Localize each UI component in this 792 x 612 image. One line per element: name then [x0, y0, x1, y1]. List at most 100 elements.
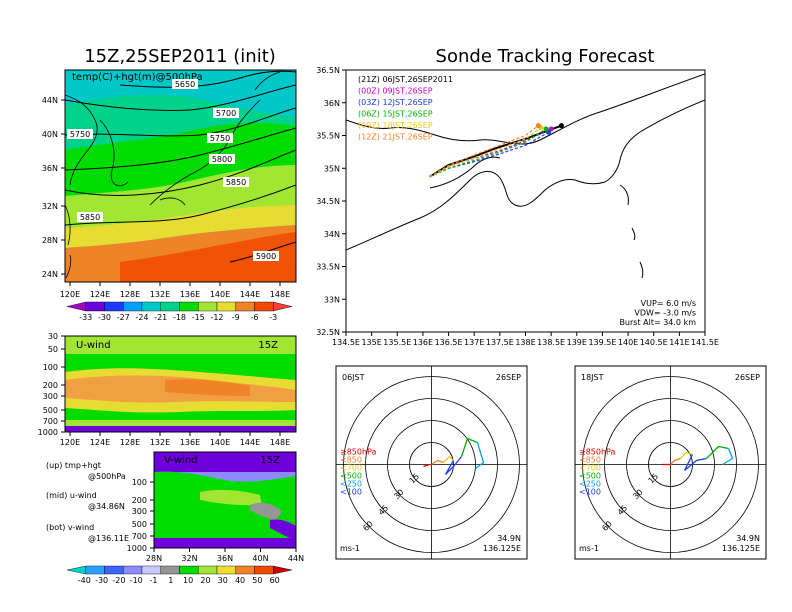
colorbar-swatch [216, 301, 236, 312]
u-y-tick-label: 700 [43, 417, 58, 426]
temperature-colorbar: -33 -30 -27 -24 -21 -18 -15 -12 -9 -6 -3 [66, 301, 293, 322]
hodo-ring-label: 30 [631, 488, 645, 502]
colorbar-swatch [141, 301, 161, 312]
hodo-label: 06JST [342, 373, 365, 382]
colorbar-swatch [254, 301, 274, 312]
u-y-tick-label: 500 [43, 406, 58, 415]
note-line: @500hPa [88, 472, 126, 481]
hodo-level-label: <100 [340, 488, 362, 497]
lat-tick-label: 44N [42, 96, 58, 105]
track-lat-tick-label: 36.5N [316, 66, 340, 75]
hodo-frame [574, 365, 767, 560]
hodo-level-label: ≥850hPa [340, 448, 377, 457]
wind-colorbar-label: 10 [183, 576, 193, 585]
lon-tick-label: 148E [270, 290, 290, 299]
track-lat-tick-label: 34N [324, 230, 340, 239]
contour-labels: 5650 5700 5750 5750 5800 5850 5850 5900 [67, 79, 279, 261]
note-line: (bot) v-wind [46, 523, 94, 532]
wind-colorbar-swatch [273, 565, 293, 575]
lon-tick-label: 140E [210, 290, 230, 299]
contour-label-bg [223, 177, 249, 187]
wind-colorbar-label: 20 [200, 576, 210, 585]
lat-tick-label: 28N [42, 236, 58, 245]
hodo-level-label: ≥850hPa [579, 448, 616, 457]
panel-notes: (up) tmp+hgt @500hPa (mid) u-wind @34.86N (b… [46, 461, 129, 543]
contour-label: 5700 [216, 109, 236, 118]
wind-colorbar-label: -30 [95, 576, 108, 585]
hodo-level-label: <250 [579, 480, 601, 489]
v-wind-field [154, 452, 296, 548]
hodo-trace [431, 459, 444, 466]
track-lon-tick-label: 141E [669, 338, 689, 347]
track-lon-ticks: 134.5E 135E 135.5E 136E 136.5E 137E 137.5E 138E… [332, 332, 719, 347]
hodo-trace [444, 456, 463, 475]
v-x-tick-label: 40N [252, 554, 268, 563]
track-lat-tick-label: 33.5N [316, 263, 340, 272]
colorbar-swatch [123, 301, 143, 312]
track-lon-tick-label: 138E [515, 338, 535, 347]
colorbar-label: -21 [154, 313, 167, 322]
hodo-trace [680, 451, 693, 459]
hodo-coord: 34.9N [497, 534, 521, 543]
hodo-trace [670, 457, 681, 465]
track-lines [429, 123, 564, 178]
u-x-tick-label: 148E [270, 438, 290, 447]
hodo-unit: ms-1 [340, 544, 360, 553]
track-lon-tick-label: 136E [413, 338, 433, 347]
track-lon-tick-label: 134.5E [332, 338, 360, 347]
v-y-tick-label: 300 [132, 507, 147, 516]
colorbar-label: -6 [251, 313, 259, 322]
hodo-trace [706, 445, 729, 459]
colorbar-swatch [66, 301, 86, 312]
temperature-field [65, 70, 296, 282]
hodo-trace [443, 455, 454, 463]
contour-label-bg [209, 154, 235, 164]
left-map-frame [64, 69, 297, 283]
hodo-ring-label: 15 [408, 472, 422, 486]
u-x-tick-label: 128E [120, 438, 140, 447]
left-map-title: 15Z,25SEP2011 (init) [84, 46, 276, 67]
u-x-tick-label: 124E [90, 438, 110, 447]
u-x-tick-label: 120E [60, 438, 80, 447]
wind-colorbar-swatch [123, 565, 143, 575]
contour-label-bg [213, 108, 239, 118]
track-landing-point [535, 123, 541, 129]
contour-label-bg [67, 129, 93, 139]
track-legend: (21Z) 06JST,26SEP2011 (00Z) 09JST,26SEP (0… [358, 75, 453, 142]
track-lat-tick-label: 36N [324, 99, 340, 108]
colorbar-label: -12 [210, 313, 223, 322]
hodo-trace [683, 454, 707, 471]
track-lat-tick-label: 35N [324, 164, 340, 173]
colorbar-swatch [179, 301, 199, 312]
lon-tick-label: 120E [60, 290, 80, 299]
track-lon-tick-label: 138.5E [537, 338, 565, 347]
track-legend-entry: (03Z) 12JST,26SEP [358, 98, 433, 107]
track-series-line [429, 124, 562, 178]
hodo-trace [460, 437, 478, 457]
u-x-tick-label: 132E [150, 438, 170, 447]
hodo-trace [423, 463, 432, 468]
v-wind-panel: V-wind 15Z 100 200 300 500 700 1000 28N 32N 36N… [127, 451, 304, 563]
track-lon-tick-label: 139.5E [588, 338, 616, 347]
contour-label: 5850 [226, 178, 246, 187]
v-y-tick-label: 700 [132, 532, 147, 541]
wind-colorbar: -40 -30 -20 -10 -1 1 10 20 30 40 50 60 [66, 565, 293, 585]
wind-colorbar-label: -1 [150, 576, 158, 585]
track-landing-point [558, 123, 564, 129]
lat-tick-label: 36N [42, 164, 58, 173]
hodo-unit: ms-1 [579, 544, 599, 553]
track-coastline [346, 73, 705, 279]
wind-colorbar-label: 60 [270, 576, 280, 585]
lat-tick-label: 40N [42, 130, 58, 139]
wind-colorbar-swatch [198, 565, 218, 575]
track-series-line [429, 128, 547, 178]
track-lat-tick-label: 35.5N [316, 132, 340, 141]
hodo-date: 26SEP [735, 373, 760, 382]
u-wind-label: U-wind [76, 340, 111, 351]
wind-colorbar-swatch [254, 565, 274, 575]
lon-tick-label: 136E [180, 290, 200, 299]
colorbar-swatch [198, 301, 218, 312]
